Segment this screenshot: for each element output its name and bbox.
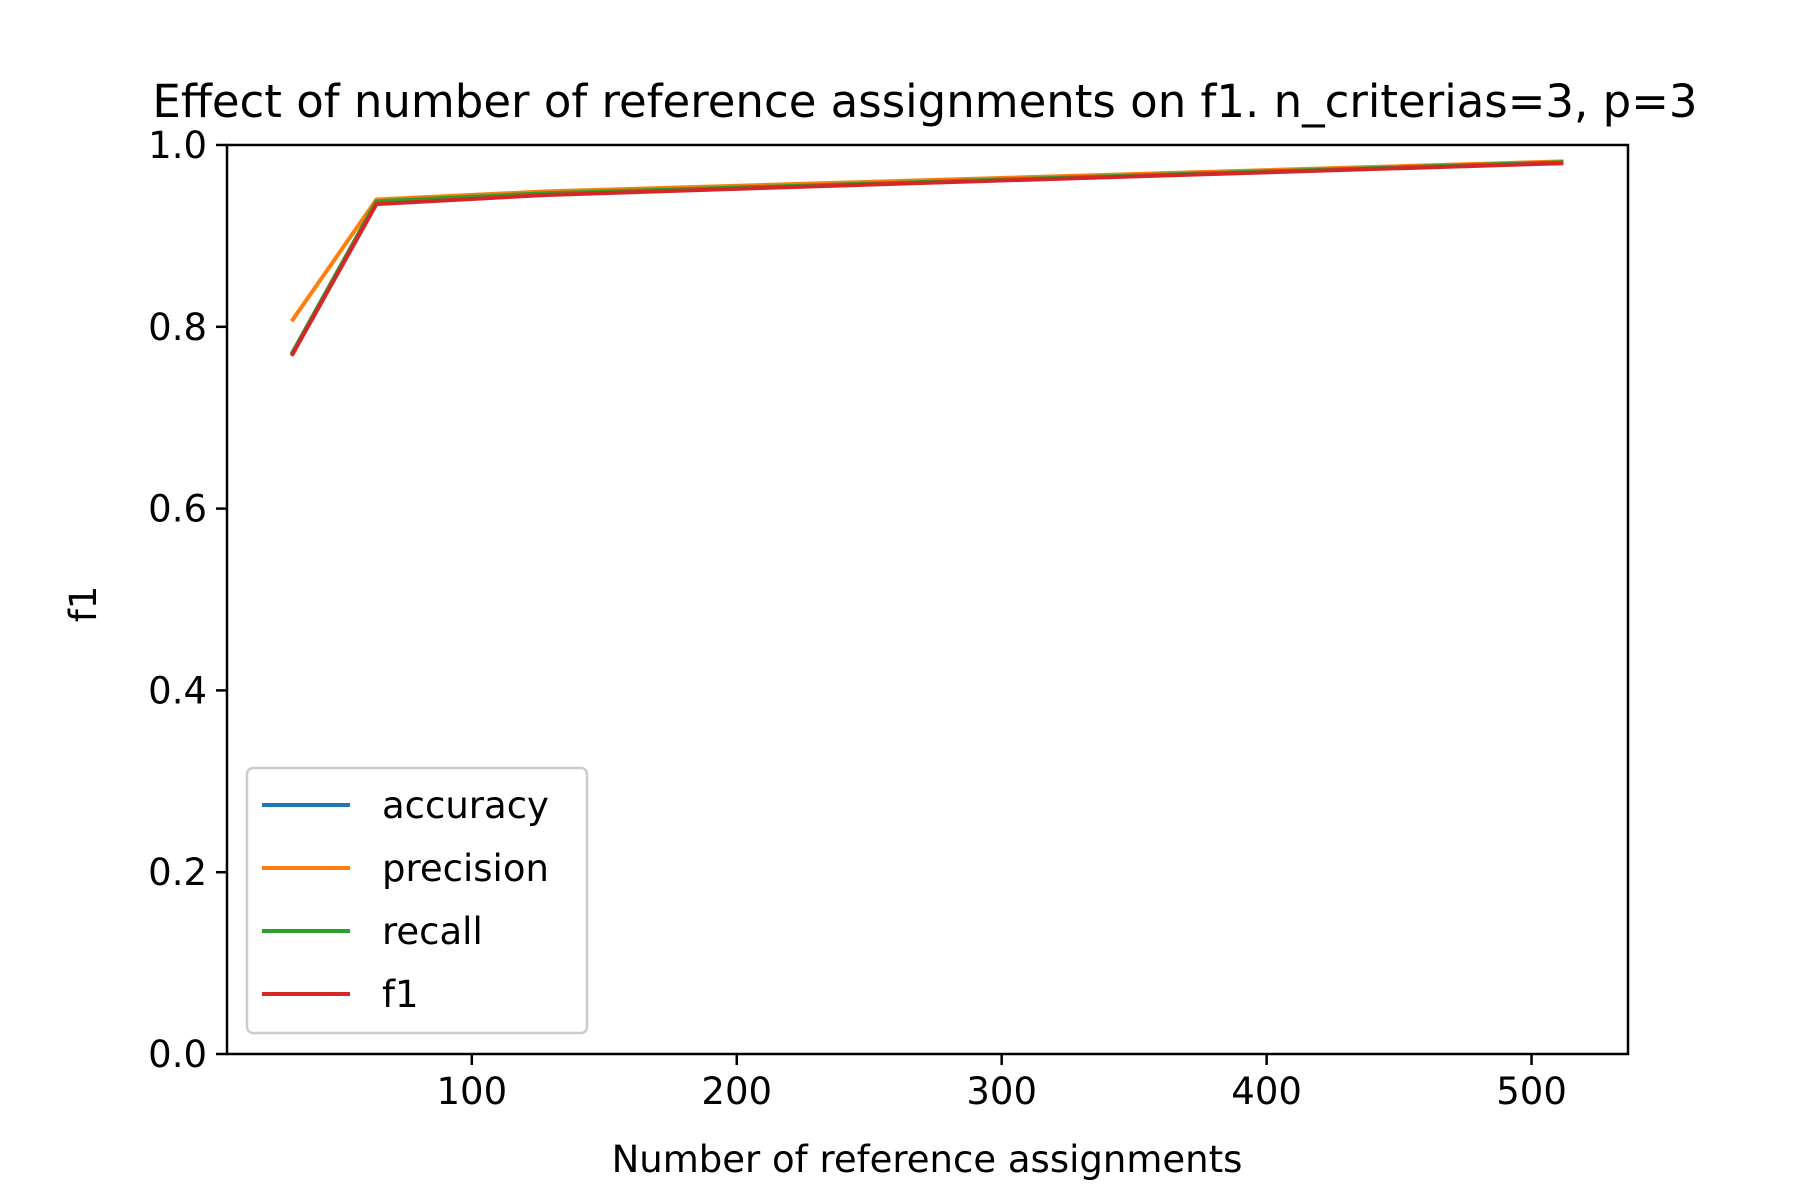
- series-line-recall: [289, 160, 1564, 356]
- legend-label-recall: recall: [382, 910, 483, 953]
- axis-ticks: 100 200 300 400 500 0.0 0.2 0.4 0.6 0.8 1.0: [148, 124, 1567, 1113]
- legend-label-precision: precision: [382, 847, 549, 890]
- series-line-f1: [289, 161, 1564, 357]
- y-tick-label: 0.4: [148, 669, 207, 712]
- x-tick-label: 100: [436, 1070, 507, 1113]
- x-axis-label: Number of reference assignments: [612, 1138, 1243, 1181]
- legend: accuracy precision recall f1: [245, 766, 589, 1035]
- series-line-precision: [289, 159, 1564, 323]
- y-tick-label: 0.0: [148, 1033, 207, 1076]
- y-tick-label: 1.0: [148, 124, 207, 167]
- y-tick-label: 0.6: [148, 488, 207, 531]
- series-line-accuracy: [289, 160, 1564, 356]
- y-axis-label: f1: [62, 586, 105, 623]
- chart-title: Effect of number of reference assignment…: [152, 75, 1697, 128]
- y-tick-label: 0.8: [148, 306, 207, 349]
- legend-label-accuracy: accuracy: [382, 784, 549, 827]
- x-tick-label: 200: [701, 1070, 772, 1113]
- x-tick-label: 400: [1231, 1070, 1302, 1113]
- y-tick-label: 0.2: [148, 851, 207, 894]
- series-lines: [289, 159, 1564, 357]
- x-tick-label: 500: [1496, 1070, 1567, 1113]
- x-tick-label: 300: [966, 1070, 1037, 1113]
- legend-label-f1: f1: [382, 973, 419, 1016]
- plot-frame: [225, 143, 1630, 1056]
- legend-box: [245, 766, 589, 1035]
